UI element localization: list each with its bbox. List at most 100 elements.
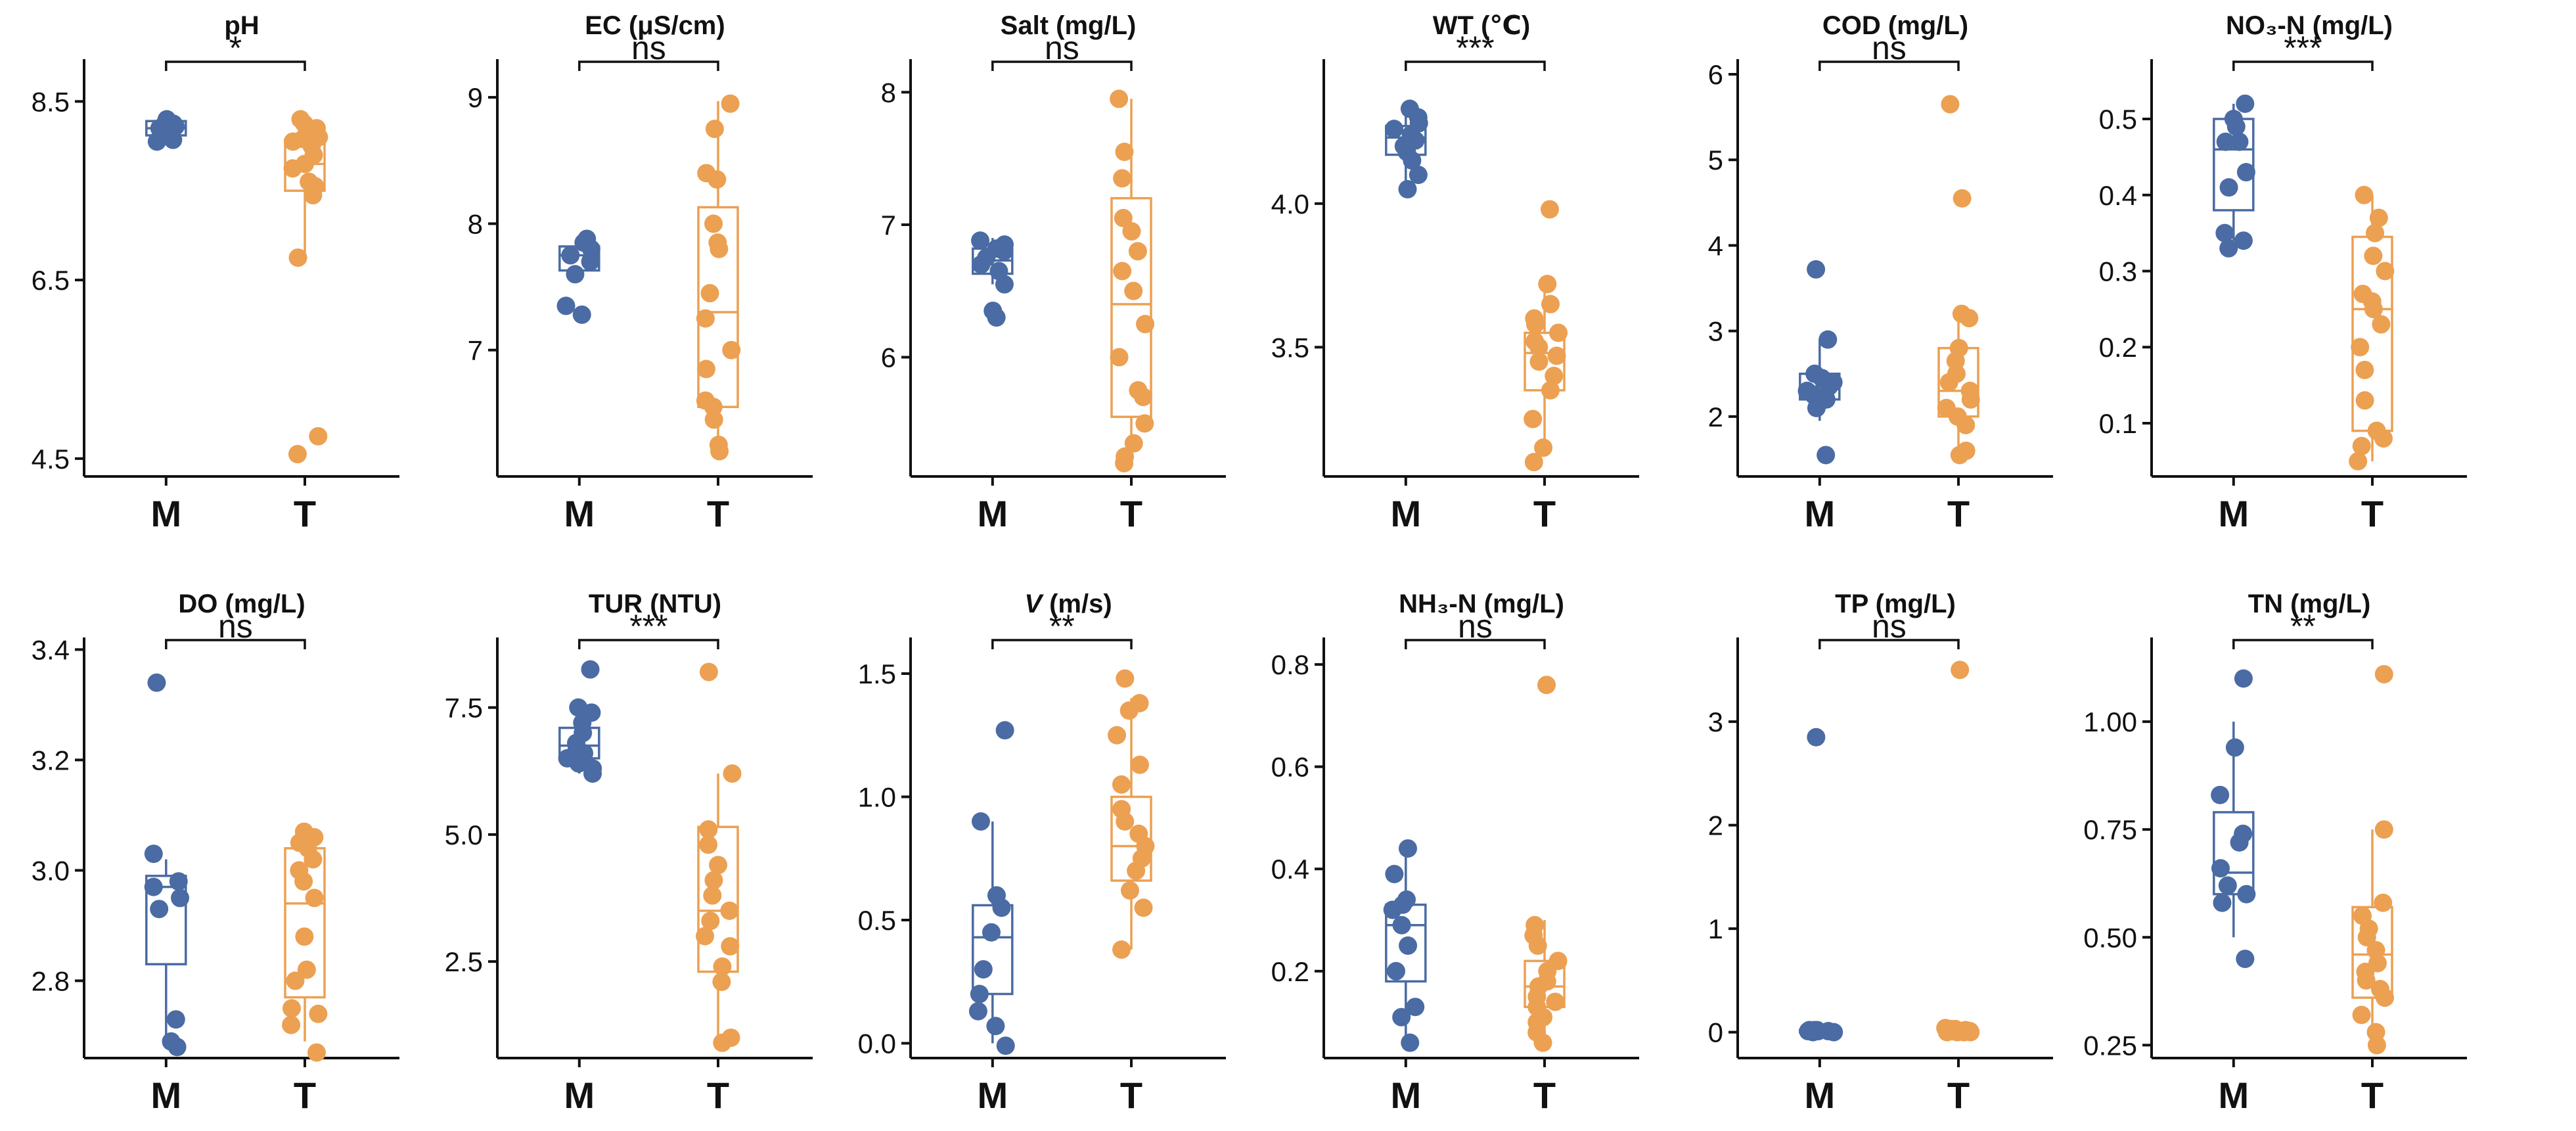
panel-title: EC (μS/cm) bbox=[585, 11, 725, 40]
data-point-T bbox=[704, 871, 723, 890]
x-tick-label: T bbox=[707, 493, 729, 534]
data-point-T bbox=[2364, 246, 2383, 265]
data-point-T bbox=[305, 889, 324, 908]
data-point-M bbox=[2211, 859, 2230, 878]
data-point-T bbox=[708, 233, 727, 252]
data-point-M bbox=[1384, 120, 1403, 139]
data-point-M bbox=[2218, 876, 2237, 895]
y-tick-label: 0.75 bbox=[2083, 814, 2137, 845]
data-point-M bbox=[1385, 865, 1404, 883]
data-point-T bbox=[2353, 906, 2372, 925]
data-point-M bbox=[157, 110, 176, 129]
data-point-T bbox=[2366, 223, 2385, 242]
significance-bracket bbox=[1819, 639, 1960, 649]
data-point-M bbox=[171, 889, 190, 908]
y-tick-label: 0.25 bbox=[2083, 1030, 2137, 1061]
significance-bracket bbox=[991, 639, 1133, 649]
panel-title: NH₃-N (mg/L) bbox=[1399, 589, 1564, 618]
data-point-M bbox=[995, 235, 1014, 254]
data-point-T bbox=[1546, 992, 1565, 1011]
significance-label: *** bbox=[2284, 30, 2322, 66]
x-tick-label: T bbox=[1120, 493, 1142, 534]
data-point-M bbox=[1817, 446, 1836, 465]
data-point-T bbox=[288, 248, 307, 267]
y-tick-label: 0.4 bbox=[1271, 854, 1309, 885]
panel-title: DO (mg/L) bbox=[178, 589, 305, 618]
panel-title: TUR (NTU) bbox=[589, 589, 721, 618]
x-tick-label: M bbox=[977, 1074, 1008, 1116]
significance-bracket bbox=[991, 60, 1133, 71]
data-point-T bbox=[1129, 824, 1148, 843]
panel-v: V (m/s) 0.0 0.5 1.0 1.5 M T ** bbox=[858, 589, 1226, 1116]
data-point-T bbox=[1525, 309, 1544, 328]
data-point-M bbox=[1398, 179, 1417, 198]
data-point-T bbox=[699, 662, 718, 681]
data-point-T bbox=[2352, 436, 2371, 455]
y-tick-label: 3.5 bbox=[1271, 332, 1309, 363]
data-point-T bbox=[1108, 726, 1127, 745]
significance-bracket bbox=[578, 639, 719, 649]
y-tick-label: 0.5 bbox=[858, 905, 896, 936]
panel-ph: pH 4.5 6.5 8.5 M T * bbox=[32, 11, 399, 534]
significance-label: ns bbox=[1872, 608, 1907, 645]
y-tick-label: 8.5 bbox=[32, 86, 70, 117]
data-point-T bbox=[722, 340, 741, 359]
y-tick-label: 0.2 bbox=[2099, 332, 2137, 363]
x-tick-label: M bbox=[2218, 1074, 2249, 1116]
box-M bbox=[2213, 811, 2255, 896]
data-point-M bbox=[987, 886, 1006, 905]
data-point-M bbox=[1397, 890, 1416, 909]
y-tick-label: 4.0 bbox=[1271, 189, 1309, 219]
significance-bracket bbox=[578, 60, 719, 71]
data-point-M bbox=[2219, 178, 2238, 197]
data-point-M bbox=[2230, 132, 2249, 151]
data-point-T bbox=[1524, 409, 1543, 428]
data-point-T bbox=[2353, 285, 2372, 304]
y-tick-label: 3 bbox=[1708, 316, 1723, 347]
data-point-T bbox=[2374, 820, 2393, 839]
box-M bbox=[972, 904, 1014, 996]
data-point-T bbox=[2369, 208, 2388, 227]
x-tick-label: T bbox=[1533, 493, 1556, 534]
y-tick-label: 5.0 bbox=[445, 819, 483, 850]
data-point-T bbox=[2351, 338, 2370, 357]
data-point-M bbox=[1400, 99, 1419, 118]
data-point-M bbox=[2234, 824, 2253, 843]
data-point-T bbox=[1949, 338, 1968, 358]
data-point-T bbox=[1120, 881, 1139, 900]
data-point-M bbox=[561, 246, 580, 265]
data-point-T bbox=[2372, 315, 2391, 334]
significance-bracket bbox=[1405, 60, 1546, 71]
significance-bracket bbox=[165, 639, 306, 649]
x-tick-label: T bbox=[2361, 493, 2384, 534]
data-point-M bbox=[2211, 785, 2230, 804]
box-T bbox=[2351, 906, 2393, 999]
panel-salt: Salt (mg/L) 6 7 8 M Tns bbox=[881, 11, 1226, 534]
y-tick-label: 0.5 bbox=[2099, 104, 2137, 135]
y-tick-label: 1.00 bbox=[2083, 706, 2137, 737]
data-point-T bbox=[1135, 414, 1154, 433]
data-point-M bbox=[968, 1002, 987, 1021]
data-point-M bbox=[2225, 738, 2244, 757]
panel-title: NO₃-N (mg/L) bbox=[2226, 11, 2393, 40]
data-point-T bbox=[1115, 143, 1134, 162]
data-point-M bbox=[147, 673, 166, 692]
data-point-T bbox=[282, 999, 301, 1018]
data-point-T bbox=[1548, 952, 1568, 971]
x-tick-label: T bbox=[294, 1074, 316, 1116]
data-point-T bbox=[1541, 381, 1560, 400]
y-tick-label: 4 bbox=[1708, 230, 1723, 261]
y-tick-label: 1 bbox=[1708, 913, 1723, 944]
data-point-T bbox=[700, 284, 719, 303]
data-point-M bbox=[169, 872, 188, 891]
box-T bbox=[1110, 196, 1152, 419]
panel-title: pH bbox=[224, 11, 259, 40]
y-tick-label: 7 bbox=[468, 335, 483, 366]
data-point-T bbox=[1136, 315, 1155, 334]
data-point-T bbox=[699, 835, 718, 854]
data-point-T bbox=[1952, 304, 1971, 323]
data-point-M bbox=[971, 812, 990, 831]
y-tick-label: 3.2 bbox=[32, 745, 70, 775]
data-point-T bbox=[290, 861, 309, 880]
